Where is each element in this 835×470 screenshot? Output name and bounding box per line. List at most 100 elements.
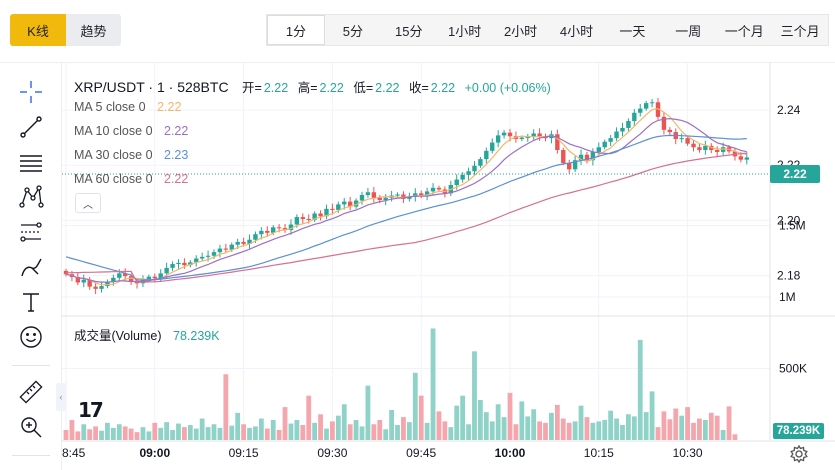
candle-body [117,273,122,278]
candle-body [253,234,258,240]
volume-bar [507,392,513,440]
candle-body [93,286,98,289]
tradingview-logo[interactable]: 17 [78,398,104,422]
volume-bar [253,426,258,440]
timeframe-7[interactable]: 一周 [675,23,702,39]
volume-bar [460,395,466,440]
candle-body [365,192,371,196]
candle-body [430,187,436,192]
volume-bar [466,424,471,440]
volume-bar [472,351,477,440]
trendline-icon[interactable] [14,112,48,142]
candle-body [649,102,655,104]
zoom-in-icon[interactable] [14,412,48,442]
volume-tick-label: 500K [779,362,807,376]
low-label: 低= [353,81,374,95]
candle-body [294,217,300,225]
volume-bar [543,422,548,440]
tab-kline[interactable]: K线 [10,14,66,46]
volume-bar [401,417,406,440]
time-tick-label: 10:30 [673,446,703,460]
brush-icon[interactable] [14,252,48,282]
timeframe-1[interactable]: 5分 [342,23,363,39]
candle-body [312,213,317,220]
pattern-icon[interactable] [14,182,48,212]
candle-body [490,142,495,151]
volume-bar [235,412,241,440]
ma-label: MA 30 close 0 [74,148,153,162]
volume-bar [554,404,560,440]
last-volume-tag: 78.239K [773,423,824,439]
volume-bar [608,410,614,440]
volume-bar [442,421,448,440]
volume-bar [324,428,329,440]
legend-collapse-button[interactable]: ︿ [75,193,101,213]
ma-label: MA 60 close 0 [74,172,153,186]
candle-body [484,150,489,160]
volume-bar [176,423,181,440]
symbol-label: XRP/USDT · 1 · 528BTC [74,79,229,95]
candle-body [419,193,424,196]
volume-bar [720,429,726,440]
volume-bar [430,328,436,440]
change-value: +0.00 (+0.06%) [464,81,551,95]
volume-bar [282,407,288,440]
candle-body [359,195,365,201]
volume-bar [679,415,685,440]
candle-body [223,248,229,250]
timeframe-6[interactable]: 一天 [619,23,646,39]
divider [0,62,835,63]
candle-body [643,103,649,109]
tab-trend[interactable]: 趋势 [66,14,121,46]
candle-body [436,187,442,190]
ma-legend-1: MA 10 close 0 2.22 [74,124,190,138]
timeframe-9[interactable]: 三个月 [780,23,820,39]
ma30-line [65,134,747,281]
toolbar-collapse-handle[interactable]: ‹ [56,383,66,411]
volume-bar [626,414,631,440]
ruler-icon[interactable] [14,377,48,407]
volume-bar [211,424,217,440]
timeframe-8[interactable]: 一个月 [724,23,764,39]
candle-body [318,213,323,217]
horizontal-lines-icon[interactable] [14,147,48,177]
candle-body [667,129,673,133]
candle-body [738,156,744,160]
volume-bar [714,415,720,440]
volume-bar [229,425,235,440]
volume-bar [152,422,158,440]
text-icon[interactable] [14,287,48,317]
volume-bar [685,407,690,440]
volume-bar [116,424,122,440]
timeframe-3[interactable]: 1小时 [448,23,482,39]
candle-body [501,132,507,136]
volume-bar [164,422,170,440]
fib-icon[interactable] [14,217,48,247]
settings-gear-icon[interactable] [789,444,809,464]
timeframe-4[interactable]: 2小时 [503,23,538,39]
candle-body [608,138,613,142]
crosshair-icon[interactable] [14,77,48,107]
volume-bar [134,432,140,440]
volume-bar [732,434,738,440]
tool-divider [12,455,50,456]
candle-body [306,219,311,221]
volume-tick-label: 1.5M [779,219,806,233]
volume-bar [288,423,294,440]
timeframe-0[interactable]: 1分 [267,15,325,45]
candle-body [638,108,643,113]
timeframe-2[interactable]: 15分 [395,23,423,39]
candle-body [377,197,382,200]
volume-bar [193,428,199,440]
candle-body [217,248,223,253]
candle-body [288,224,294,231]
candle-body [424,191,430,196]
volume-bar [590,422,596,440]
emoji-icon[interactable] [14,322,48,352]
timeframe-5[interactable]: 4小时 [559,23,594,39]
volume-bar [667,419,673,440]
volume-bar [424,422,430,440]
volume-bar [99,430,104,440]
close-value: 2.22 [430,81,456,95]
